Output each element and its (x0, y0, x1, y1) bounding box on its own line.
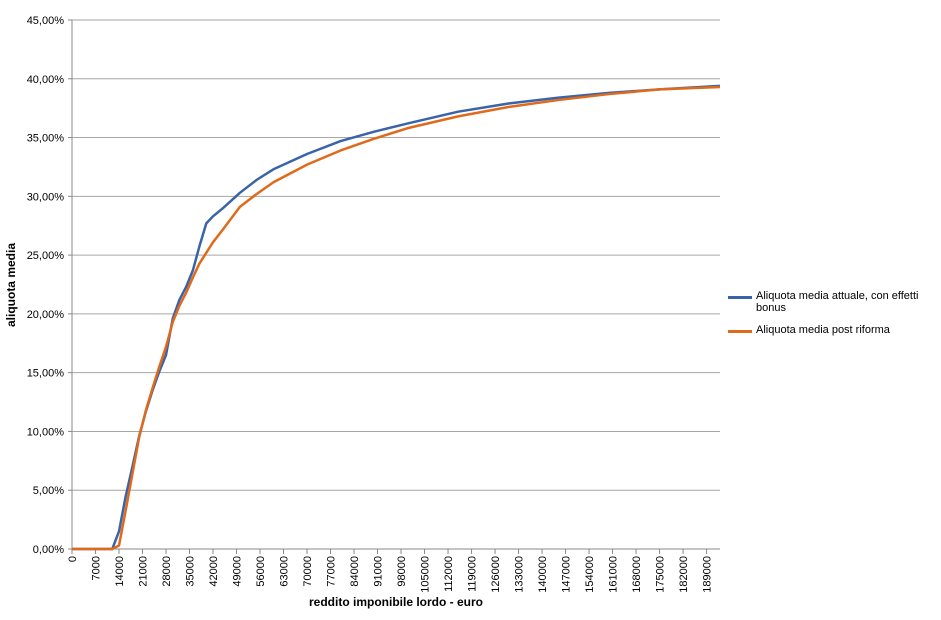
legend-swatch (728, 330, 752, 333)
series-line (72, 85, 721, 551)
x-tick-label: 21000 (138, 556, 150, 587)
x-tick-label: 140000 (537, 556, 549, 593)
legend-item: Aliquota media attuale, con effetti bonu… (728, 290, 938, 314)
y-tick-label: 45,00% (27, 15, 65, 27)
x-tick-label: 182000 (678, 556, 690, 593)
x-tick-label: 112000 (443, 556, 455, 592)
series-line (72, 84, 721, 551)
x-tick-label: 98000 (396, 556, 408, 587)
x-tick-label: 63000 (279, 556, 291, 587)
y-tick-label: 30,00% (27, 191, 65, 203)
x-tick-label: 42000 (208, 556, 220, 587)
legend-item: Aliquota media post riforma (728, 324, 938, 336)
x-tick-label: 119000 (467, 556, 479, 592)
legend-swatch (728, 296, 752, 299)
y-tick-label: 20,00% (27, 309, 65, 321)
x-tick-label: 175000 (655, 556, 667, 593)
x-tick-label: 161000 (608, 556, 620, 593)
x-tick-label: 154000 (584, 556, 596, 593)
x-tick-label: 28000 (161, 556, 173, 587)
x-tick-label: 147000 (561, 556, 573, 593)
x-tick-label: 84000 (349, 556, 361, 587)
x-tick-label: 133000 (514, 556, 526, 593)
x-tick-label: 7000 (91, 556, 103, 580)
x-tick-label: 77000 (326, 556, 338, 587)
y-tick-label: 40,00% (27, 74, 65, 86)
legend-label: Aliquota media attuale, con effetti bonu… (756, 290, 919, 314)
legend: Aliquota media attuale, con effetti bonu… (728, 290, 938, 346)
y-tick-label: 0,00% (33, 544, 64, 556)
x-tick-label: 56000 (255, 556, 267, 587)
y-tick-label: 25,00% (27, 250, 65, 262)
y-tick-label: 5,00% (33, 485, 64, 497)
x-tick-label: 105000 (420, 556, 432, 593)
y-tick-label: 35,00% (27, 133, 65, 145)
x-tick-label: 70000 (302, 556, 314, 587)
y-axis-label: aliquota media (4, 243, 18, 327)
x-tick-label: 126000 (490, 556, 502, 593)
x-tick-label: 189000 (702, 556, 714, 593)
x-tick-label: 14000 (114, 556, 126, 587)
y-tick-label: 15,00% (27, 368, 65, 380)
legend-label: Aliquota media post riforma (756, 324, 890, 336)
x-tick-label: 168000 (631, 556, 643, 593)
y-tick-label: 10,00% (27, 426, 65, 438)
x-tick-label: 49000 (232, 556, 244, 587)
x-axis-label: reddito imponibile lordo - euro (309, 595, 483, 609)
x-tick-label: 91000 (373, 556, 385, 587)
x-tick-label: 35000 (185, 556, 197, 587)
x-tick-label: 0 (67, 556, 79, 562)
